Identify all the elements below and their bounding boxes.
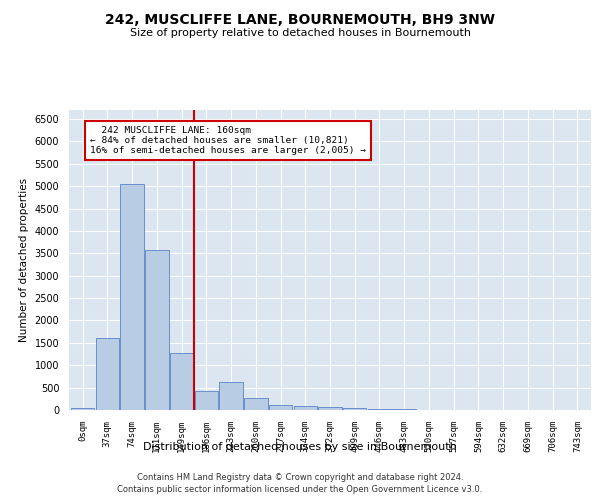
Bar	[170, 352, 193, 410]
Bar	[368, 408, 391, 410]
Text: Contains HM Land Registry data © Crown copyright and database right 2024.: Contains HM Land Registry data © Crown c…	[137, 472, 463, 482]
Text: Distribution of detached houses by size in Bournemouth: Distribution of detached houses by size …	[143, 442, 457, 452]
Bar	[343, 408, 367, 410]
Text: 242 MUSCLIFFE LANE: 160sqm
← 84% of detached houses are smaller (10,821)
16% of : 242 MUSCLIFFE LANE: 160sqm ← 84% of deta…	[90, 126, 366, 156]
Bar	[121, 184, 144, 410]
Bar	[219, 382, 243, 410]
Y-axis label: Number of detached properties: Number of detached properties	[19, 178, 29, 342]
Bar	[318, 407, 342, 410]
Bar	[194, 390, 218, 410]
Bar	[293, 406, 317, 410]
Bar	[145, 250, 169, 410]
Text: Contains public sector information licensed under the Open Government Licence v3: Contains public sector information licen…	[118, 485, 482, 494]
Bar	[71, 408, 94, 410]
Bar	[95, 338, 119, 410]
Bar	[269, 404, 292, 410]
Bar	[244, 398, 268, 410]
Text: 242, MUSCLIFFE LANE, BOURNEMOUTH, BH9 3NW: 242, MUSCLIFFE LANE, BOURNEMOUTH, BH9 3N…	[105, 12, 495, 26]
Text: Size of property relative to detached houses in Bournemouth: Size of property relative to detached ho…	[130, 28, 470, 38]
